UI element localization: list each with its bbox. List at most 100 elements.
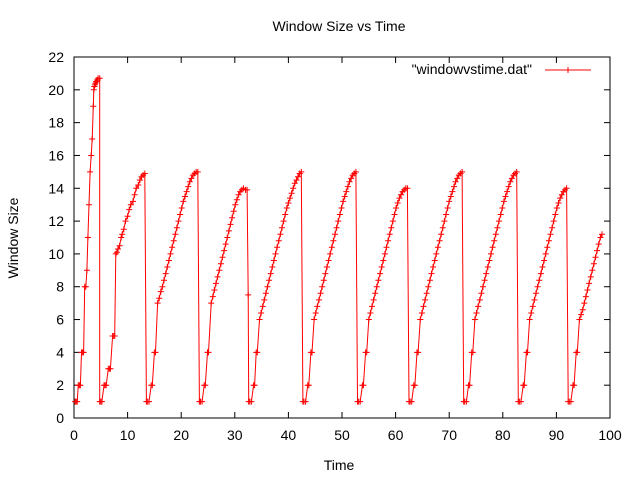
data-point-marker (222, 241, 229, 248)
data-point-marker (341, 193, 348, 200)
data-point-marker (205, 349, 212, 356)
data-point-marker (322, 270, 329, 277)
data-point-marker (277, 231, 284, 238)
data-point-marker (471, 316, 478, 323)
data-point-marker (451, 183, 457, 190)
data-point-marker (447, 193, 454, 200)
data-point-marker (544, 244, 551, 251)
data-point-marker (188, 175, 195, 182)
data-point-marker (589, 267, 596, 274)
data-point-marker (582, 293, 589, 300)
data-point-marker (433, 250, 440, 257)
data-point-marker (333, 224, 340, 231)
data-point-marker (269, 264, 276, 270)
data-point-marker (480, 283, 486, 290)
data-point-marker (251, 382, 258, 389)
data-point-marker (426, 277, 433, 284)
data-point-marker (578, 311, 585, 318)
data-point-marker (549, 224, 556, 231)
data-point-marker (199, 398, 206, 405)
data-point-marker (256, 316, 263, 323)
data-point-marker (282, 211, 289, 218)
data-point-marker (391, 211, 398, 218)
data-point-marker (344, 183, 351, 190)
data-point-marker (504, 188, 511, 195)
data-point-marker (80, 349, 87, 356)
data-point-marker (505, 183, 512, 190)
data-point-marker (311, 316, 318, 323)
data-point-marker (90, 103, 97, 110)
data-point-marker (336, 211, 343, 218)
data-point-marker (324, 264, 330, 270)
data-point-marker (526, 316, 533, 323)
data-point-marker (483, 270, 490, 277)
data-point-marker (473, 310, 480, 316)
data-point-marker (302, 398, 309, 405)
data-point-marker (513, 168, 520, 175)
data-point-marker (346, 178, 353, 185)
data-point-marker (330, 237, 337, 244)
data-point-marker (590, 260, 597, 267)
data-point-marker (422, 296, 429, 303)
data-point-marker (431, 257, 438, 264)
x-tick-label: 40 (281, 427, 297, 443)
data-point-marker (595, 241, 602, 248)
legend-series-label: "windowvstime.dat" (412, 61, 532, 77)
data-point-marker (377, 270, 384, 277)
data-point-marker (586, 280, 593, 287)
data-point-marker (186, 178, 193, 185)
data-point-marker (446, 198, 453, 205)
data-point-marker (133, 185, 140, 192)
data-point-marker (259, 303, 266, 310)
data-point-marker (539, 264, 546, 270)
data-point-marker (219, 254, 226, 261)
data-point-marker (492, 231, 499, 238)
x-tick-label: 60 (388, 427, 404, 443)
data-point-marker (550, 218, 557, 225)
data-point-marker (262, 290, 269, 297)
data-point-marker (420, 303, 427, 310)
legend-series-line-marker (545, 67, 591, 73)
data-point-marker (491, 237, 498, 244)
y-axis: 0 2 4 6 8 10 12 14 16 18 20 22 (48, 49, 610, 426)
data-point-marker (305, 382, 312, 389)
data-point-marker (404, 185, 411, 192)
data-point-marker (266, 277, 273, 284)
data-point-marker (178, 205, 185, 211)
data-point-marker (320, 277, 327, 284)
data-point-marker (370, 296, 377, 303)
data-point-marker (77, 382, 84, 389)
data-point-marker (280, 218, 287, 225)
data-point-marker (555, 200, 562, 206)
data-point-marker (227, 221, 234, 228)
data-point-marker (537, 270, 544, 277)
data-point-marker (481, 277, 488, 284)
data-point-marker (436, 237, 443, 244)
data-point-marker (275, 237, 282, 244)
data-point-marker (159, 283, 166, 290)
data-point-marker (254, 349, 261, 356)
y-tick-label: 16 (48, 147, 64, 163)
x-tick-label: 90 (549, 427, 565, 443)
legend: "windowvstime.dat" (412, 61, 591, 77)
data-point-marker (592, 254, 599, 261)
data-point-marker (83, 267, 90, 274)
y-tick-label: 10 (48, 246, 64, 262)
data-point-marker (316, 296, 322, 303)
data-point-marker (216, 267, 223, 274)
data-point-marker (146, 398, 152, 405)
data-point-marker (587, 273, 594, 280)
data-point-marker (180, 198, 187, 205)
data-point-marker (367, 310, 374, 316)
data-point-marker (245, 291, 252, 298)
data-point-marker (518, 398, 524, 405)
data-point-marker (120, 226, 127, 233)
data-point-marker (430, 264, 437, 270)
data-point-marker (423, 290, 430, 297)
data-point-marker (502, 193, 509, 200)
y-tick-label: 0 (56, 410, 64, 426)
data-point-marker (484, 264, 491, 270)
data-point-marker (177, 211, 184, 218)
x-tick-label: 20 (173, 427, 189, 443)
data-point-marker (547, 231, 554, 238)
